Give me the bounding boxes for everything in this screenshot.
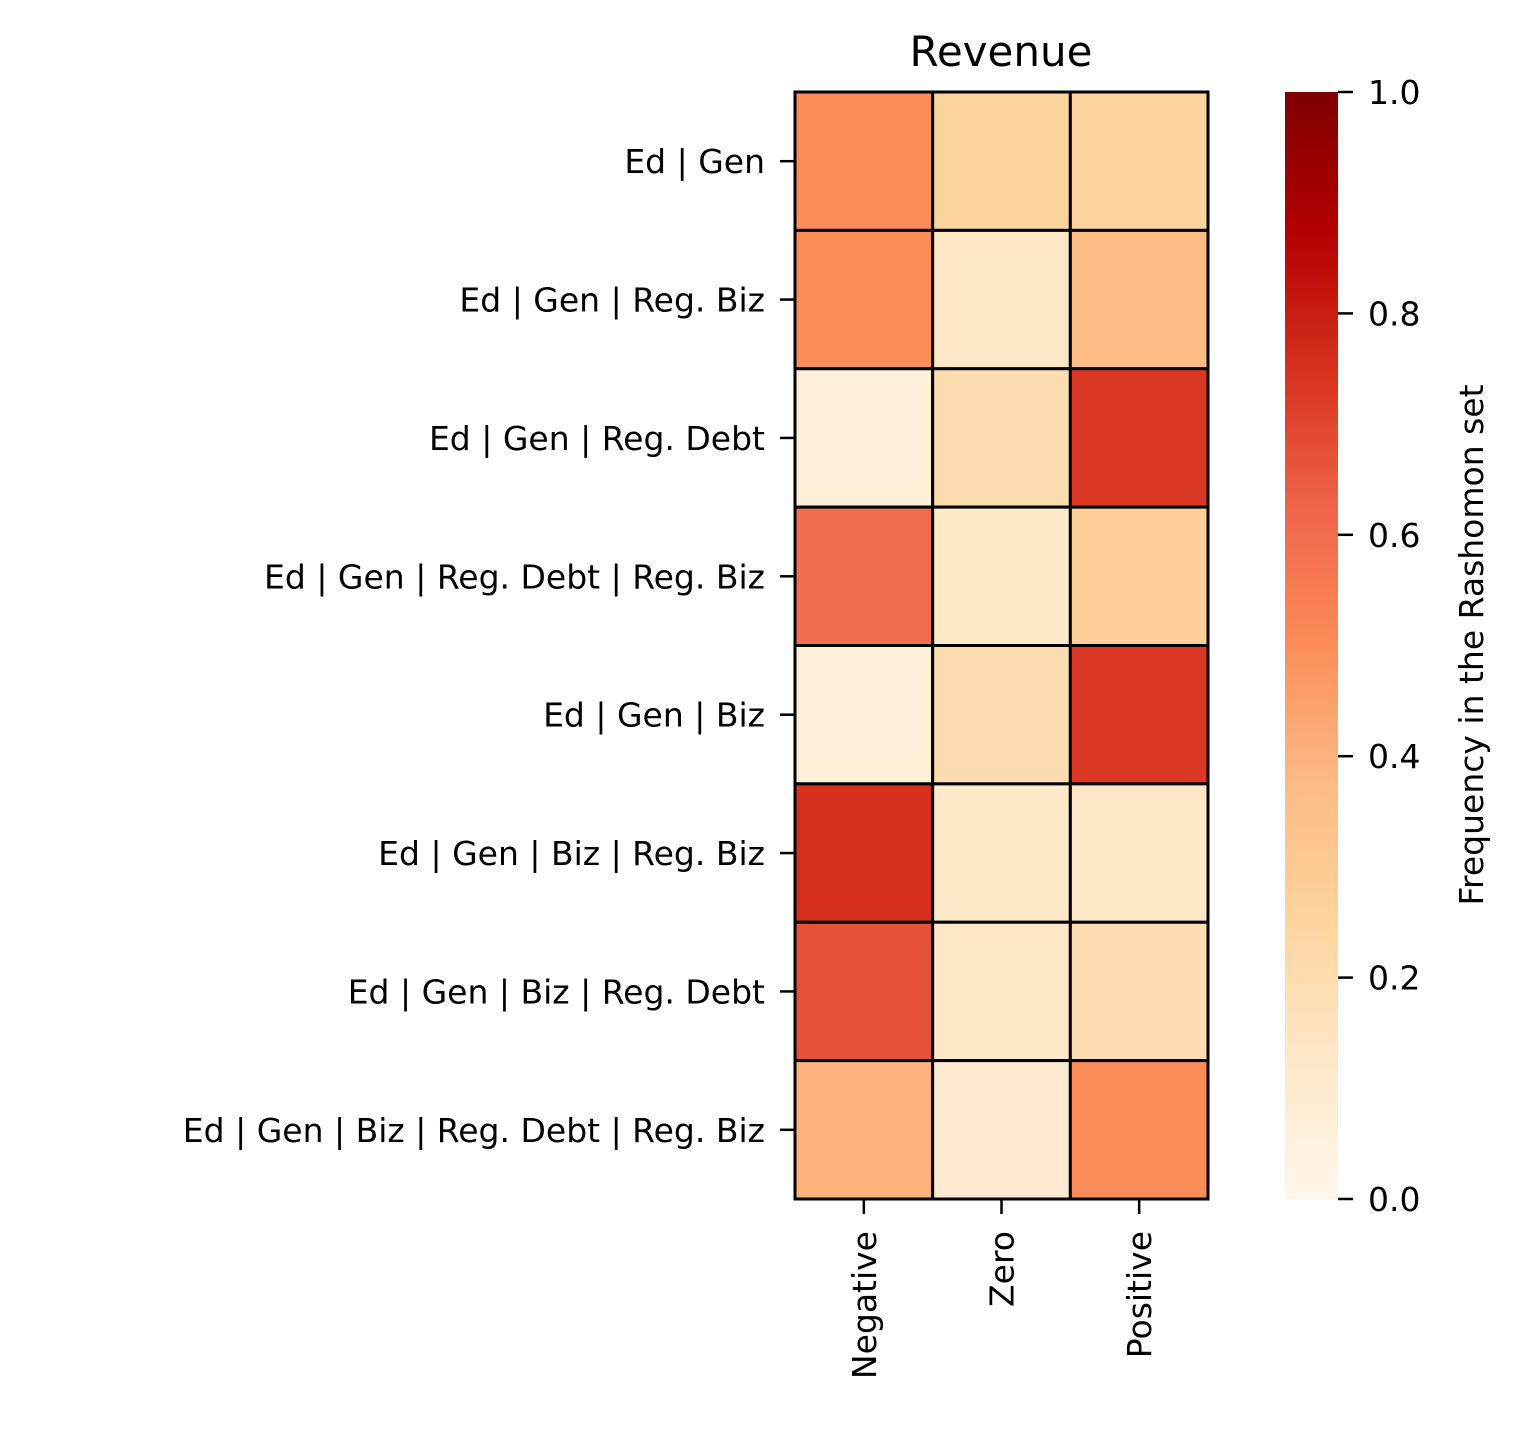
heatmap-cell bbox=[1068, 228, 1210, 371]
heatmap-cell bbox=[1068, 1059, 1210, 1201]
colorbar-label: Frequency in the Rashomon set bbox=[1452, 384, 1491, 905]
heatmap-cell bbox=[793, 367, 935, 509]
y-axis-tick-label: Ed | Gen | Biz | Reg. Debt | Reg. Biz bbox=[183, 1111, 765, 1150]
y-axis-tick-label: Ed | Gen | Biz | Reg. Biz bbox=[378, 834, 765, 873]
colorbar-tick-label: 0.2 bbox=[1368, 959, 1420, 998]
y-axis-tick-label: Ed | Gen | Reg. Debt bbox=[429, 419, 765, 458]
heatmap-cell bbox=[793, 1059, 935, 1201]
colorbar-tick-label: 0.6 bbox=[1368, 516, 1420, 555]
colorbar: Frequency in the Rashomon set 0.0 0.2 0.4 0… bbox=[1285, 73, 1491, 1219]
heatmap-cell bbox=[931, 920, 1072, 1063]
colorbar-tick-label: 0.8 bbox=[1368, 294, 1420, 333]
heatmap-cell bbox=[931, 367, 1072, 509]
heatmap-cell bbox=[1068, 920, 1210, 1063]
heatmap-cell bbox=[931, 782, 1072, 924]
heatmap-cell bbox=[793, 920, 935, 1063]
colorbar-gradient bbox=[1285, 92, 1338, 1199]
y-axis-tick-labels: Ed | Gen Ed | Gen | Reg. Biz Ed | Gen | Re… bbox=[183, 142, 795, 1150]
heatmap-cell bbox=[931, 228, 1072, 371]
y-axis-tick-label: Ed | Gen | Reg. Debt | Reg. Biz bbox=[264, 557, 765, 596]
heatmap-cell bbox=[793, 90, 935, 232]
heatmap-cell bbox=[1068, 644, 1210, 786]
y-axis-tick-label: Ed | Gen bbox=[624, 142, 765, 181]
heatmap-cell bbox=[1068, 90, 1210, 232]
heatmap-cell bbox=[793, 228, 935, 371]
heatmap-cell bbox=[931, 1059, 1072, 1201]
heatmap-cell bbox=[793, 644, 935, 786]
y-axis-tick-label: Ed | Gen | Biz bbox=[543, 696, 765, 735]
heatmap-cell bbox=[1068, 367, 1210, 509]
colorbar-tick-label: 0.4 bbox=[1368, 737, 1420, 776]
heatmap-cell bbox=[1068, 782, 1210, 924]
x-axis-tick-labels: Negative Zero Positive bbox=[845, 1199, 1159, 1379]
x-axis-tick-label: Negative bbox=[845, 1231, 884, 1379]
heatmap-cells bbox=[793, 90, 1210, 1201]
x-axis-tick-label: Zero bbox=[983, 1231, 1022, 1307]
heatmap-cell bbox=[793, 782, 935, 924]
heatmap-cell bbox=[931, 505, 1072, 647]
heatmap-cell bbox=[931, 90, 1072, 232]
colorbar-tick-label: 1.0 bbox=[1368, 73, 1420, 112]
colorbar-tick-label: 0.0 bbox=[1368, 1180, 1420, 1219]
x-axis-tick-label: Positive bbox=[1120, 1231, 1159, 1358]
y-axis-tick-label: Ed | Gen | Biz | Reg. Debt bbox=[348, 972, 765, 1011]
chart-title: Revenue bbox=[910, 27, 1093, 76]
heatmap-cell bbox=[1068, 505, 1210, 647]
y-axis-tick-label: Ed | Gen | Reg. Biz bbox=[459, 281, 765, 320]
heatmap-cell bbox=[793, 505, 935, 647]
heatmap-cell bbox=[931, 644, 1072, 786]
